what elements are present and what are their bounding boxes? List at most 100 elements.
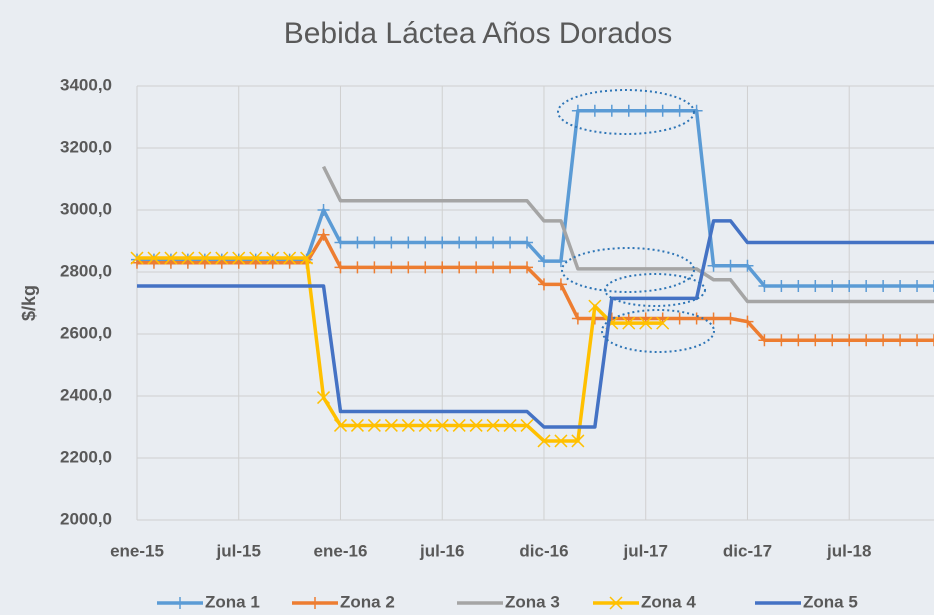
legend-item: Zona 3 bbox=[457, 592, 560, 611]
marker bbox=[537, 255, 550, 268]
marker bbox=[130, 251, 144, 265]
marker bbox=[826, 279, 839, 292]
marker bbox=[368, 236, 381, 249]
marker bbox=[520, 418, 534, 432]
y-tick-label: 3000,0 bbox=[60, 199, 112, 218]
series-line bbox=[137, 219, 934, 429]
marker bbox=[469, 418, 483, 432]
marker bbox=[673, 104, 686, 117]
marker bbox=[792, 279, 805, 292]
series-line bbox=[321, 165, 934, 304]
marker bbox=[333, 418, 348, 432]
marker bbox=[877, 334, 890, 347]
marker bbox=[605, 104, 618, 117]
marker bbox=[571, 312, 584, 325]
marker bbox=[792, 334, 805, 347]
x-tick-label: dic-16 bbox=[519, 541, 568, 560]
y-tick-label: 2400,0 bbox=[60, 385, 112, 404]
legend-item: Zona 1 bbox=[157, 592, 260, 611]
marker bbox=[690, 104, 703, 117]
chart-title: Bebida Láctea Años Dorados bbox=[284, 17, 673, 50]
marker bbox=[402, 236, 415, 249]
annotation-ellipse bbox=[601, 309, 715, 353]
marker bbox=[860, 279, 873, 292]
marker bbox=[384, 418, 398, 432]
annotation-ellipse bbox=[557, 89, 695, 135]
marker bbox=[724, 312, 737, 325]
marker bbox=[503, 418, 517, 432]
marker bbox=[843, 279, 856, 292]
marker bbox=[419, 236, 432, 249]
marker bbox=[554, 434, 568, 448]
legend-label: Zona 3 bbox=[505, 592, 560, 611]
marker bbox=[877, 279, 890, 292]
marker bbox=[741, 259, 754, 272]
y-tick-label: 2800,0 bbox=[60, 261, 112, 280]
marker bbox=[334, 236, 347, 249]
legend-label: Zona 2 bbox=[340, 592, 395, 611]
marker bbox=[809, 334, 822, 347]
marker bbox=[350, 418, 364, 432]
marker bbox=[741, 315, 754, 328]
marker bbox=[588, 104, 601, 117]
marker bbox=[300, 251, 314, 265]
marker bbox=[181, 251, 195, 265]
marker bbox=[317, 204, 330, 216]
marker bbox=[758, 279, 771, 292]
y-tick-label: 3400,0 bbox=[60, 75, 112, 94]
marker bbox=[504, 236, 517, 249]
marker bbox=[418, 418, 432, 432]
legend-item: Zona 2 bbox=[292, 592, 395, 611]
marker bbox=[368, 261, 381, 274]
y-tick-label: 2600,0 bbox=[60, 323, 112, 342]
marker bbox=[775, 279, 788, 292]
marker bbox=[232, 251, 246, 265]
marker bbox=[554, 255, 567, 268]
marker bbox=[266, 251, 280, 265]
x-tick-label: jul-18 bbox=[826, 541, 871, 560]
marker bbox=[521, 261, 534, 274]
marker bbox=[402, 261, 415, 274]
marker bbox=[486, 418, 500, 432]
annotations bbox=[557, 89, 715, 353]
marker bbox=[571, 104, 584, 117]
marker bbox=[452, 418, 466, 432]
legend-item: Zona 4 bbox=[593, 592, 696, 611]
x-tick-label: ene-15 bbox=[110, 541, 164, 560]
marker bbox=[487, 261, 500, 274]
marker bbox=[436, 261, 449, 274]
marker bbox=[894, 334, 907, 347]
marker bbox=[860, 334, 873, 347]
marker bbox=[470, 261, 483, 274]
marker bbox=[639, 316, 653, 330]
marker bbox=[690, 312, 703, 325]
marker bbox=[470, 236, 483, 249]
marker bbox=[928, 334, 934, 347]
y-tick-label: 2200,0 bbox=[60, 447, 112, 466]
y-tick-label: 3200,0 bbox=[60, 137, 112, 156]
x-tick-label: ene-16 bbox=[314, 541, 368, 560]
y-tick-label: 2000,0 bbox=[60, 509, 112, 528]
marker bbox=[453, 236, 466, 249]
marker bbox=[537, 278, 550, 291]
marker bbox=[673, 312, 686, 325]
marker bbox=[521, 236, 534, 249]
x-tick-label: jul-15 bbox=[216, 541, 261, 560]
marker bbox=[351, 261, 364, 274]
marker bbox=[164, 251, 178, 265]
marker bbox=[334, 261, 347, 274]
marker bbox=[588, 299, 602, 313]
legend-marker bbox=[309, 597, 321, 609]
marker bbox=[894, 279, 907, 292]
marker bbox=[622, 104, 635, 117]
marker bbox=[826, 334, 839, 347]
marker bbox=[283, 251, 297, 265]
marker bbox=[911, 279, 924, 292]
marker bbox=[215, 251, 229, 265]
marker bbox=[147, 251, 161, 265]
marker bbox=[928, 279, 934, 292]
x-tick-label: dic-17 bbox=[723, 541, 772, 560]
marker bbox=[367, 418, 381, 432]
legend-label: Zona 4 bbox=[641, 592, 696, 611]
x-tick-label: jul-16 bbox=[419, 541, 464, 560]
